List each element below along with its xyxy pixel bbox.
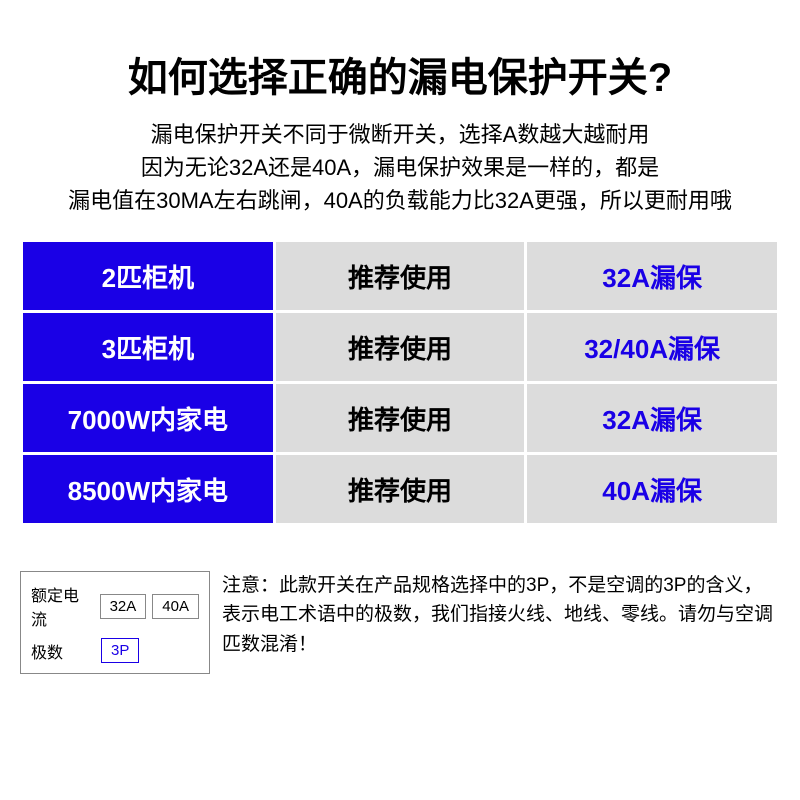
spec-label-poles: 极数: [31, 639, 95, 663]
page-title: 如何选择正确的漏电保护开关?: [128, 45, 672, 103]
note-text: 注意：此款开关在产品规格选择中的3P，不是空调的3P的含义，表示电工术语中的极数…: [222, 571, 780, 659]
spec-row-poles: 极数 3P: [31, 638, 199, 663]
cell-device: 8500W内家电: [23, 455, 273, 523]
desc-line: 漏电值在30MA左右跳闸，40A的负载能力比32A更强，所以更耐用哦: [68, 184, 732, 217]
cell-spec: 32A漏保: [527, 242, 777, 310]
spec-option-3p[interactable]: 3P: [101, 638, 139, 663]
spec-label-current: 额定电流: [31, 582, 94, 630]
cell-device: 2匹柜机: [23, 242, 273, 310]
table-row: 3匹柜机 推荐使用 32/40A漏保: [23, 313, 777, 381]
spec-row-current: 额定电流 32A 40A: [31, 582, 199, 630]
recommendation-table: 2匹柜机 推荐使用 32A漏保 3匹柜机 推荐使用 32/40A漏保 7000W…: [20, 239, 780, 526]
cell-recommend: 推荐使用: [276, 455, 525, 523]
cell-recommend: 推荐使用: [276, 384, 525, 452]
cell-device: 3匹柜机: [23, 313, 273, 381]
cell-device: 7000W内家电: [23, 384, 273, 452]
cell-recommend: 推荐使用: [276, 242, 525, 310]
spec-box: 额定电流 32A 40A 极数 3P: [20, 571, 210, 674]
desc-line: 因为无论32A还是40A，漏电保护效果是一样的，都是: [68, 151, 732, 184]
desc-line: 漏电保护开关不同于微断开关，选择A数越大越耐用: [68, 118, 732, 151]
cell-spec: 32A漏保: [527, 384, 777, 452]
cell-recommend: 推荐使用: [276, 313, 525, 381]
spec-option-32a[interactable]: 32A: [100, 594, 147, 619]
bottom-section: 额定电流 32A 40A 极数 3P 注意：此款开关在产品规格选择中的3P，不是…: [20, 571, 780, 674]
table-row: 7000W内家电 推荐使用 32A漏保: [23, 384, 777, 452]
cell-spec: 40A漏保: [527, 455, 777, 523]
spec-option-40a[interactable]: 40A: [152, 594, 199, 619]
description: 漏电保护开关不同于微断开关，选择A数越大越耐用 因为无论32A还是40A，漏电保…: [68, 118, 732, 217]
table-row: 8500W内家电 推荐使用 40A漏保: [23, 455, 777, 523]
cell-spec: 32/40A漏保: [527, 313, 777, 381]
table-row: 2匹柜机 推荐使用 32A漏保: [23, 242, 777, 310]
